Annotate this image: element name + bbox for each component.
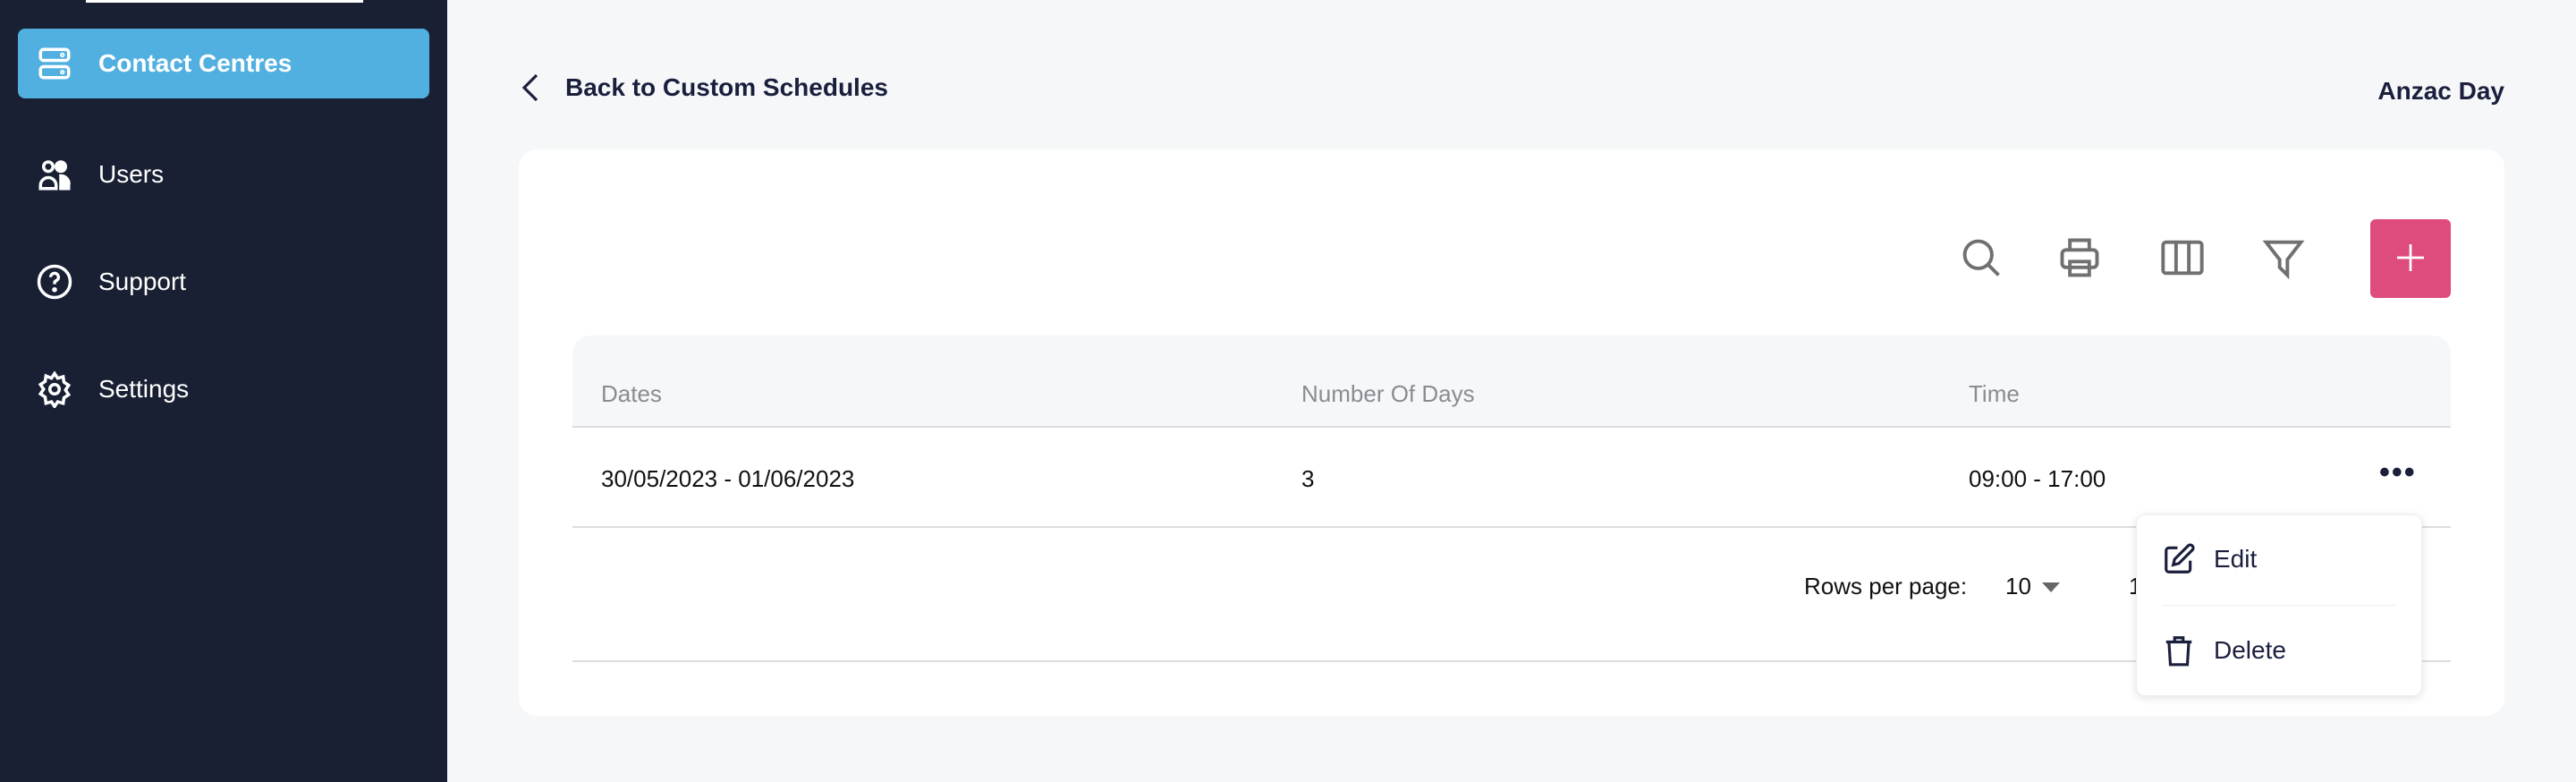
trash-icon bbox=[2165, 636, 2192, 667]
help-circle-icon bbox=[37, 264, 72, 300]
add-button[interactable] bbox=[2370, 219, 2451, 298]
top-line bbox=[86, 0, 363, 3]
users-icon bbox=[38, 160, 71, 191]
print-icon[interactable] bbox=[2056, 234, 2103, 281]
server-icon bbox=[38, 47, 71, 80]
menu-item-label: Delete bbox=[2214, 636, 2286, 664]
more-options-icon[interactable]: ••• bbox=[2379, 455, 2417, 489]
sidebar-item-label: Support bbox=[98, 268, 187, 295]
chevron-left-icon bbox=[521, 73, 538, 102]
columns-icon[interactable] bbox=[2159, 234, 2206, 281]
row-actions-menu: Edit Delete bbox=[2136, 514, 2422, 696]
menu-divider bbox=[2162, 605, 2396, 606]
cell-time: 09:00 - 17:00 bbox=[1969, 465, 2106, 492]
table-row[interactable]: 30/05/2023 - 01/06/2023 3 09:00 - 17:00 bbox=[572, 428, 2451, 528]
sidebar-item-settings[interactable]: Settings bbox=[18, 354, 429, 424]
gear-icon bbox=[38, 370, 72, 408]
rows-per-page-label: Rows per page: bbox=[1804, 573, 1968, 599]
filter-icon[interactable] bbox=[2260, 234, 2307, 281]
back-link[interactable]: Back to Custom Schedules bbox=[519, 73, 888, 102]
back-label: Back to Custom Schedules bbox=[565, 73, 888, 101]
sidebar-item-label: Contact Centres bbox=[98, 49, 292, 77]
caret-down-icon[interactable] bbox=[2042, 582, 2060, 592]
column-header-number-of-days[interactable]: Number Of Days bbox=[1301, 380, 1475, 407]
column-header-time[interactable]: Time bbox=[1969, 380, 2020, 407]
sidebar-item-support[interactable]: Support bbox=[18, 247, 429, 317]
page-title: Anzac Day bbox=[2377, 77, 2504, 105]
sidebar-item-label: Settings bbox=[98, 375, 190, 403]
menu-item-label: Edit bbox=[2214, 545, 2258, 573]
search-icon[interactable] bbox=[1958, 234, 2004, 281]
rows-per-page-select[interactable]: 10 bbox=[2005, 573, 2031, 599]
sidebar-item-users[interactable]: Users bbox=[18, 140, 429, 209]
cell-dates: 30/05/2023 - 01/06/2023 bbox=[601, 465, 855, 492]
cell-days: 3 bbox=[1301, 465, 1315, 492]
menu-item-delete[interactable]: Delete bbox=[2162, 633, 2286, 667]
sidebar-item-contact-centres[interactable]: Contact Centres bbox=[18, 29, 429, 98]
table-header: Dates Number Of Days Time bbox=[572, 336, 2451, 428]
sidebar: Contact Centres Users Support Settings bbox=[0, 0, 447, 782]
sidebar-item-label: Users bbox=[98, 160, 165, 188]
column-header-dates[interactable]: Dates bbox=[601, 380, 662, 407]
menu-item-edit[interactable]: Edit bbox=[2162, 542, 2257, 576]
plus-icon bbox=[2397, 243, 2424, 271]
edit-icon bbox=[2165, 543, 2195, 574]
table-pagination: Rows per page: 10 1 bbox=[572, 528, 2451, 662]
